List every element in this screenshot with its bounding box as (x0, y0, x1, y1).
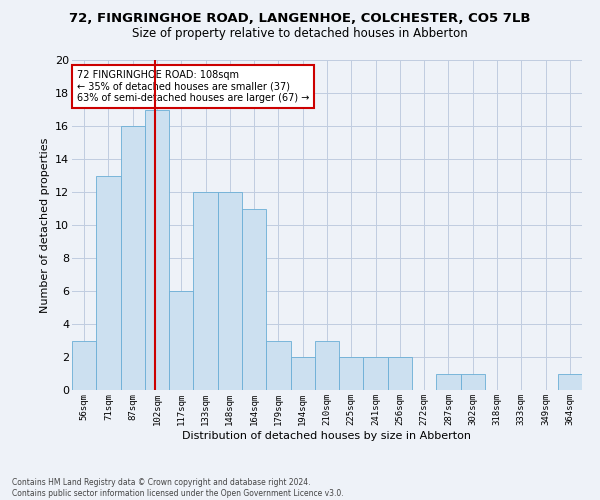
Bar (364, 357, 388, 390)
Bar (121, 126, 145, 390)
Bar (290, 357, 315, 390)
Bar (96, 176, 121, 390)
Bar (242, 208, 266, 390)
Bar (266, 340, 290, 390)
Bar (72, 340, 96, 390)
Bar (315, 340, 339, 390)
Bar (218, 192, 242, 390)
Text: 72 FINGRINGHOE ROAD: 108sqm
← 35% of detached houses are smaller (37)
63% of sem: 72 FINGRINGHOE ROAD: 108sqm ← 35% of det… (77, 70, 310, 103)
Bar (558, 374, 582, 390)
Bar (436, 374, 461, 390)
Text: Contains HM Land Registry data © Crown copyright and database right 2024.
Contai: Contains HM Land Registry data © Crown c… (12, 478, 344, 498)
Bar (169, 291, 193, 390)
Bar (461, 374, 485, 390)
Bar (388, 357, 412, 390)
Bar (339, 357, 364, 390)
Text: 72, FINGRINGHOE ROAD, LANGENHOE, COLCHESTER, CO5 7LB: 72, FINGRINGHOE ROAD, LANGENHOE, COLCHES… (69, 12, 531, 26)
Bar (193, 192, 218, 390)
Text: Size of property relative to detached houses in Abberton: Size of property relative to detached ho… (132, 28, 468, 40)
X-axis label: Distribution of detached houses by size in Abberton: Distribution of detached houses by size … (182, 430, 472, 440)
Bar (145, 110, 169, 390)
Y-axis label: Number of detached properties: Number of detached properties (40, 138, 50, 312)
